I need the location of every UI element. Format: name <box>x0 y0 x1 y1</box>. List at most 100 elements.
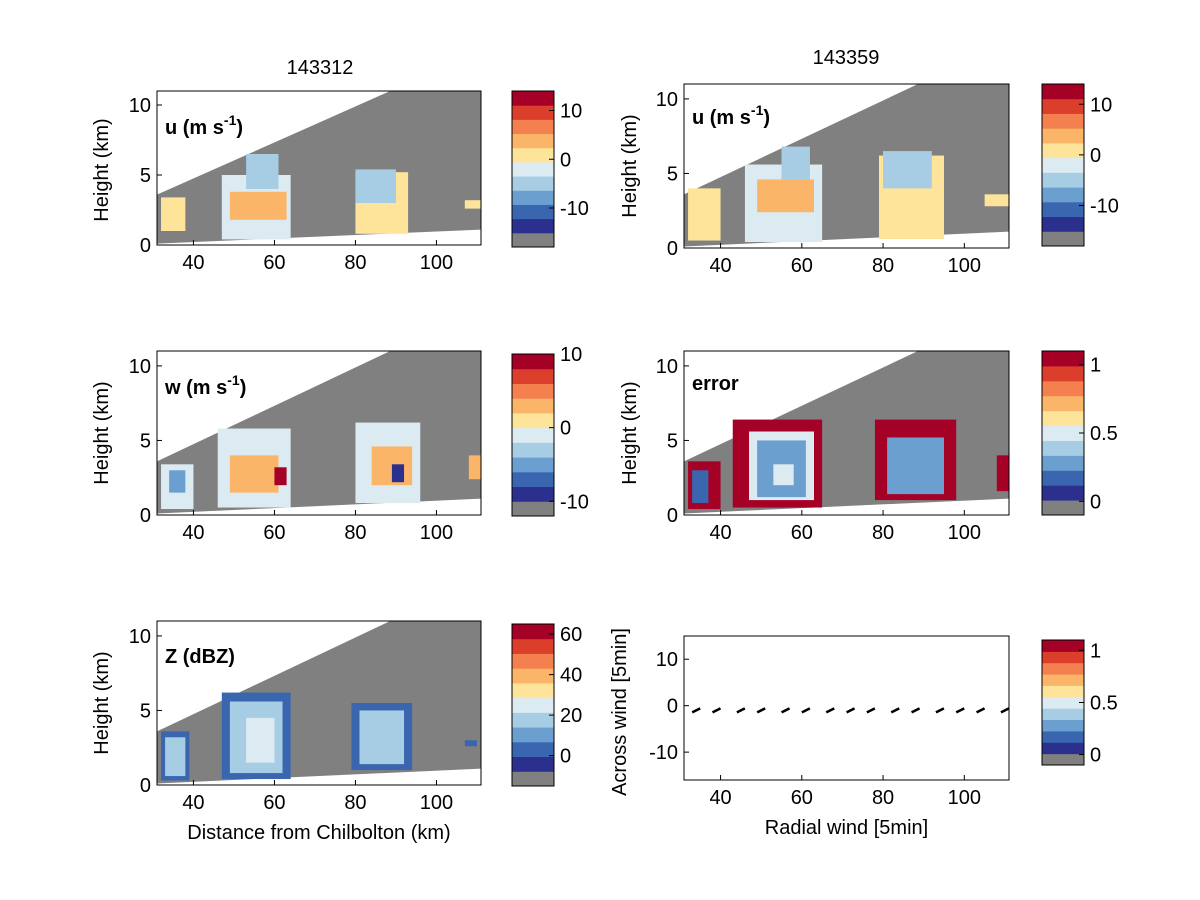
wind-arrow <box>890 707 900 714</box>
plot-area <box>157 91 481 244</box>
wind-arrow <box>736 707 746 714</box>
colorbar-swatch <box>512 161 554 177</box>
colorbar-tick-label: 10 <box>560 101 582 123</box>
data-cell <box>355 169 396 203</box>
colorbar-swatch <box>1042 674 1084 686</box>
data-cell <box>161 197 186 231</box>
y-axis-label: Height (km) <box>619 381 641 484</box>
x-tick-label: 40 <box>709 522 731 544</box>
wind-arrow <box>846 707 856 714</box>
data-cell <box>781 146 810 180</box>
colorbar-swatch <box>1042 201 1084 218</box>
colorbar-frame <box>511 90 555 248</box>
colorbar-frame <box>511 623 555 787</box>
wind-arrow <box>756 707 766 714</box>
colorbar-swatch <box>1042 640 1084 652</box>
wind-arrow <box>866 707 876 714</box>
y-tick-label: 5 <box>140 165 151 187</box>
x-axis-label: Distance from Chilbolton (km) <box>187 822 450 844</box>
colorbar-tick-label: -10 <box>1090 196 1119 218</box>
colorbar: 10.50 <box>1041 639 1118 767</box>
y-tick-label: 10 <box>656 649 678 671</box>
data-cell <box>984 194 1009 207</box>
wind-arrow <box>935 707 945 714</box>
data-cell <box>274 467 287 486</box>
colorbar-swatch <box>512 232 554 248</box>
colorbar-swatch <box>512 668 554 684</box>
wind-arrow <box>801 707 811 714</box>
colorbar-tick-label: -10 <box>560 198 589 220</box>
colorbar-swatch <box>512 653 554 669</box>
colorbar: 60 40 20 0 <box>511 623 582 787</box>
colorbar-swatch <box>1042 685 1084 698</box>
x-tick-label: 100 <box>420 252 453 274</box>
colorbar-tick-label: 0 <box>560 746 571 768</box>
y-tick-label: 0 <box>140 235 151 257</box>
colorbar-swatch <box>512 697 554 713</box>
y-tick-label: 0 <box>140 505 151 527</box>
wind-arrow <box>781 707 791 714</box>
axes-frame <box>156 90 482 246</box>
colorbar-swatch <box>512 204 554 220</box>
colorbar-swatch <box>512 501 554 517</box>
radar-sector <box>157 351 481 514</box>
y-tick-label: 5 <box>140 430 151 452</box>
wind-arrow <box>1000 707 1009 714</box>
colorbar-tick-label: 0.5 <box>1090 423 1118 445</box>
y-tick-label: 10 <box>656 356 678 378</box>
axes-frame <box>156 620 482 786</box>
colorbar-swatch <box>512 741 554 758</box>
colorbar-swatch <box>512 105 554 120</box>
title-right: 143359 <box>813 47 880 69</box>
plot-area <box>157 621 481 784</box>
colorbar-swatch <box>1042 753 1084 766</box>
colorbar-swatch <box>1042 365 1084 382</box>
x-tick-label: 60 <box>263 792 285 814</box>
y-tick-label: 0 <box>667 505 678 527</box>
colorbar-tick-label: 0 <box>1090 491 1101 513</box>
data-cell <box>468 455 481 480</box>
data-cell <box>246 717 275 763</box>
wind-arrow <box>911 707 921 714</box>
data-cell <box>883 151 932 189</box>
y-tick-label: 5 <box>667 430 678 452</box>
x-tick-label: 40 <box>182 792 204 814</box>
data-cell <box>757 179 814 213</box>
colorbar-tick-label: 0 <box>1090 745 1101 767</box>
colorbar-swatch <box>1042 172 1084 188</box>
colorbar-swatch <box>1042 440 1084 456</box>
data-cell <box>391 464 405 483</box>
colorbar-swatch <box>512 383 554 399</box>
y-tick-label: 10 <box>129 626 151 648</box>
colorbar-swatch <box>1042 485 1084 501</box>
x-tick-label: 40 <box>182 252 204 274</box>
x-axis-label: Radial wind [5min] <box>765 817 928 839</box>
colorbar-swatch <box>512 190 554 205</box>
colorbar-swatch <box>512 712 554 728</box>
axes-frame <box>683 635 1010 781</box>
colorbar-swatch <box>1042 708 1084 721</box>
colorbar-swatch <box>512 368 554 384</box>
colorbar-swatch <box>1042 470 1084 486</box>
colorbar-swatch <box>1042 380 1084 397</box>
colorbar-frame <box>1041 83 1085 247</box>
x-tick-label: 80 <box>344 522 366 544</box>
data-cell <box>229 191 287 220</box>
data-cell <box>359 710 405 765</box>
y-tick-label: 0 <box>667 696 678 718</box>
colorbar-swatch <box>1042 455 1084 471</box>
data-cell <box>692 470 709 504</box>
x-tick-label: 100 <box>948 522 981 544</box>
x-tick-label: 80 <box>872 522 894 544</box>
colorbar-swatch <box>512 354 554 370</box>
plot-area <box>157 351 481 514</box>
data-cell <box>887 437 944 495</box>
colorbar-tick-label: 20 <box>560 705 582 727</box>
panel-label: Z (dBZ) <box>165 646 235 668</box>
colorbar-swatch <box>1042 410 1084 427</box>
axes-frame <box>683 350 1010 516</box>
colorbar-swatch <box>512 119 554 135</box>
